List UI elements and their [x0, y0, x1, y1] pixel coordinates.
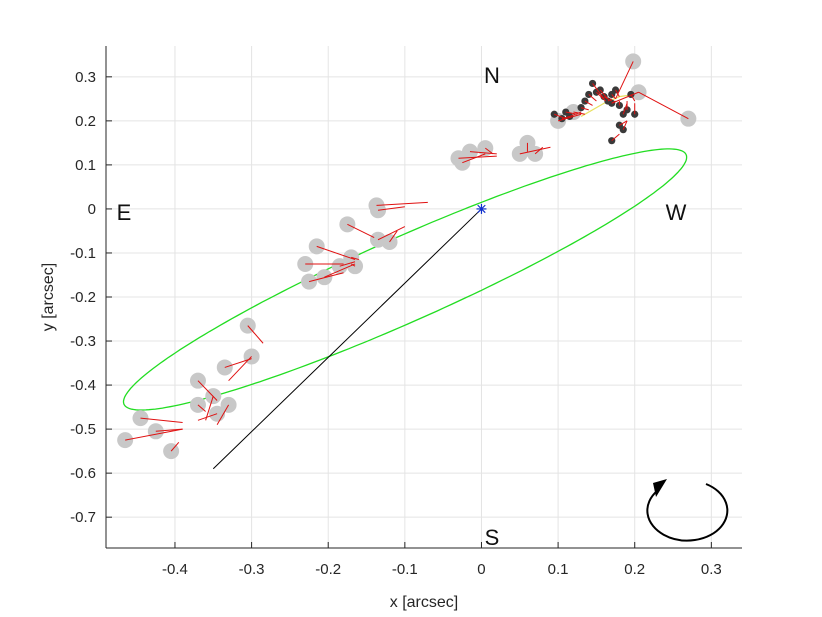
compass-north-label: N: [484, 63, 500, 88]
residual-line: [630, 94, 636, 102]
y-tick-label: 0.1: [75, 157, 96, 174]
residual-line: [376, 201, 428, 206]
residual-line: [615, 89, 620, 97]
y-tick-label: -0.3: [70, 333, 96, 350]
residual-line: [197, 380, 218, 401]
residual-line: [308, 272, 344, 283]
y-tick-label: -0.2: [70, 289, 96, 306]
residual-line: [611, 133, 620, 142]
residual-line: [596, 91, 606, 102]
residual-line: [611, 91, 639, 104]
residual-line: [580, 107, 589, 111]
residual-line: [389, 230, 398, 243]
residual-line: [569, 111, 582, 117]
y-axis-label: y [arcsec]: [40, 263, 57, 331]
x-tick-label: -0.2: [315, 561, 341, 578]
compass-south-label: S: [485, 525, 500, 550]
residual-line: [377, 206, 405, 211]
residual-line: [557, 113, 582, 122]
residual-line: [485, 147, 494, 155]
residual-line: [197, 404, 206, 412]
residual-line: [140, 417, 183, 423]
y-tick-label: 0.3: [75, 69, 96, 86]
ticks-layer: -0.4 -0.3 -0.2 -0.1 0 0.1 0.2 0.3 0.3 0.2 0.1 0 -0.1…: [70, 69, 722, 578]
x-tick-label: 0.3: [701, 561, 722, 578]
y-tick-label: -0.7: [70, 509, 96, 526]
x-axis-label: x [arcsec]: [390, 594, 458, 611]
y-tick-label: -0.6: [70, 465, 96, 482]
residual-line: [170, 441, 180, 452]
residual-line: [462, 153, 486, 164]
grid: [106, 46, 742, 548]
y-tick-label: -0.1: [70, 245, 96, 262]
residual-line: [125, 428, 183, 441]
astrometry-point: [625, 53, 642, 70]
x-tick-label: 0.1: [548, 561, 569, 578]
residual-line: [622, 120, 628, 130]
residual-line: [611, 94, 616, 100]
residual-line: [247, 325, 264, 344]
periastron-line: [212, 208, 482, 470]
residual-line: [155, 428, 183, 432]
residual-line: [638, 91, 689, 120]
residual-line: [519, 146, 551, 155]
rotation-direction-icon: [646, 479, 729, 542]
compass-east-label: E: [117, 200, 132, 225]
residual-line: [324, 263, 356, 278]
x-tick-label: -0.4: [162, 561, 188, 578]
residual-line: [339, 261, 356, 267]
residual-line: [316, 245, 356, 261]
x-tick-label: -0.3: [239, 561, 265, 578]
points-layer: [117, 53, 697, 460]
orbit-ellipse: [122, 148, 688, 411]
residual-line: [351, 256, 360, 261]
residual-line: [603, 96, 612, 102]
residual-line: [224, 358, 252, 368]
residual-line: [377, 226, 406, 241]
x-tick-label: 0: [477, 561, 485, 578]
residual-line: [607, 98, 612, 102]
residual-line: [534, 146, 544, 155]
x-tick-label: -0.1: [392, 561, 418, 578]
x-tick-label: 0.2: [624, 561, 645, 578]
y-tick-label: -0.5: [70, 421, 96, 438]
residual-line: [599, 89, 609, 100]
residual-line: [588, 94, 597, 102]
residual-line: [347, 223, 375, 239]
residual-line: [216, 404, 230, 425]
compass-west-label: W: [666, 200, 687, 225]
residual-line: [228, 356, 252, 382]
residual-line: [584, 100, 593, 106]
y-tick-label: 0: [88, 201, 96, 218]
residual-line: [622, 103, 628, 115]
residual-line: [561, 115, 570, 120]
star-marker: [476, 203, 487, 214]
star-marker-stroke: [477, 204, 486, 214]
residual-line: [350, 263, 356, 267]
residual-line: [197, 413, 218, 421]
astrometry-point: [117, 432, 134, 449]
residual-line: [615, 61, 634, 100]
residual-line: [611, 100, 616, 104]
residual-line: [619, 120, 628, 126]
residual-line: [592, 83, 605, 100]
residual-line: [205, 395, 214, 421]
y-tick-label: -0.4: [70, 377, 96, 394]
y-tick-label: 0.2: [75, 113, 96, 130]
